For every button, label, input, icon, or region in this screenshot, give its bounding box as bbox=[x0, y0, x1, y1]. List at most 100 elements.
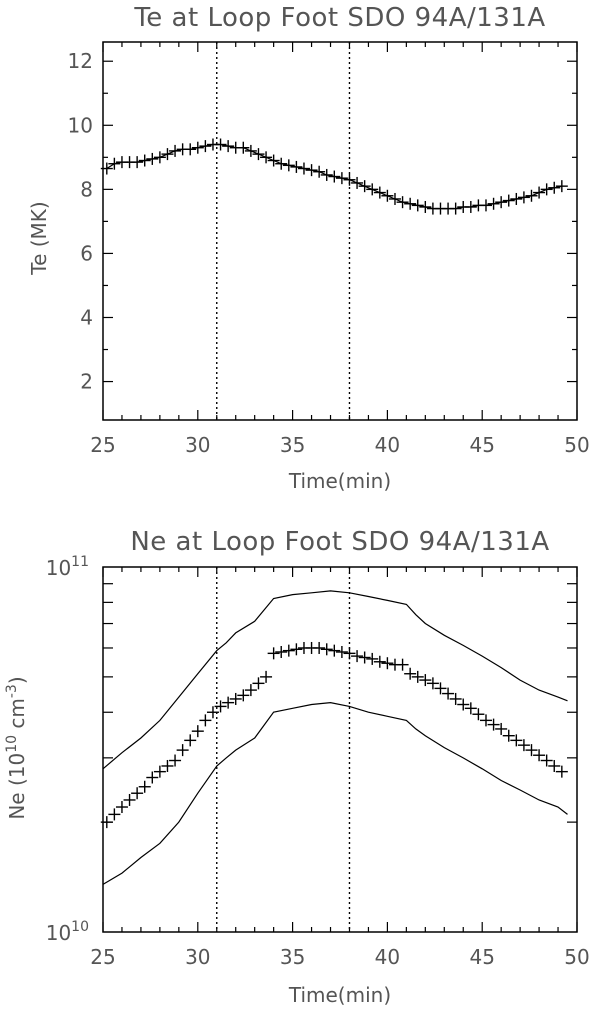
data-point-marker bbox=[419, 200, 432, 213]
data-point-marker bbox=[206, 706, 219, 719]
data-point-marker bbox=[138, 154, 151, 167]
plot-frame bbox=[102, 566, 578, 933]
data-point-marker bbox=[229, 692, 242, 705]
y-tick-label: 6 bbox=[80, 241, 93, 265]
data-point-marker bbox=[108, 808, 121, 821]
data-point-marker bbox=[487, 197, 500, 210]
reference-lines bbox=[216, 567, 351, 932]
x-tick-label: 50 bbox=[564, 433, 589, 457]
data-point-marker bbox=[176, 744, 189, 757]
data-point-marker bbox=[320, 168, 333, 181]
data-point-marker bbox=[244, 684, 257, 697]
data-point-marker bbox=[328, 170, 341, 183]
data-point-marker bbox=[146, 771, 159, 784]
reference-lines bbox=[216, 42, 351, 420]
data-point-marker bbox=[199, 140, 212, 153]
data-point-marker bbox=[502, 729, 515, 742]
y-axis-label-end: ) bbox=[5, 676, 29, 684]
data-point-marker bbox=[343, 647, 356, 660]
data-point-marker bbox=[161, 759, 174, 772]
data-point-marker bbox=[214, 700, 227, 713]
data-point-marker bbox=[411, 670, 424, 683]
data-point-marker bbox=[358, 180, 371, 193]
data-point-marker bbox=[252, 148, 265, 161]
data-point-marker bbox=[548, 181, 561, 194]
y-tick-label: 1010 bbox=[46, 919, 89, 945]
data-point-marker bbox=[464, 702, 477, 715]
data-point-marker bbox=[305, 164, 318, 177]
data-point-marker bbox=[442, 687, 455, 700]
data-point-marker bbox=[533, 186, 546, 199]
data-point-marker bbox=[290, 643, 303, 656]
data-point-marker bbox=[555, 180, 568, 193]
data-point-marker bbox=[449, 692, 462, 705]
data-point-marker bbox=[260, 670, 273, 683]
data-point-marker bbox=[351, 176, 364, 189]
data-point-marker bbox=[525, 744, 538, 757]
data-point-marker bbox=[320, 643, 333, 656]
x-axis-label: Time(min) bbox=[288, 469, 391, 493]
data-point-marker bbox=[381, 657, 394, 670]
y-axis-label-main: Ne (10 bbox=[5, 753, 29, 820]
data-point-marker bbox=[343, 173, 356, 186]
data-point-marker bbox=[275, 645, 288, 658]
data-point-marker bbox=[108, 157, 121, 170]
data-point-marker bbox=[313, 641, 326, 654]
data-point-marker bbox=[510, 192, 523, 205]
data-point-marker bbox=[479, 714, 492, 727]
x-tick-label: 45 bbox=[469, 433, 494, 457]
data-point-marker bbox=[510, 734, 523, 747]
y-tick-label: 12 bbox=[68, 49, 93, 73]
data-point-marker bbox=[169, 754, 182, 767]
data-point-marker bbox=[282, 159, 295, 172]
series-line bbox=[102, 590, 568, 770]
y-tick-label: 10 bbox=[68, 113, 93, 137]
data-point-marker bbox=[495, 722, 508, 735]
data-point-marker bbox=[267, 647, 280, 660]
data-point-marker bbox=[115, 801, 128, 814]
data-series bbox=[100, 138, 568, 215]
y-tick-label: 2 bbox=[80, 370, 93, 394]
data-point-marker bbox=[525, 189, 538, 202]
data-point-marker bbox=[396, 658, 409, 671]
data-point-marker bbox=[328, 644, 341, 657]
data-point-marker bbox=[411, 199, 424, 212]
data-point-marker bbox=[487, 718, 500, 731]
data-point-marker bbox=[199, 714, 212, 727]
data-point-marker bbox=[138, 780, 151, 793]
x-tick-label: 35 bbox=[280, 433, 305, 457]
data-point-marker bbox=[396, 196, 409, 209]
data-point-marker bbox=[358, 651, 371, 664]
x-tick-label: 30 bbox=[185, 433, 210, 457]
data-point-marker bbox=[381, 189, 394, 202]
data-point-marker bbox=[123, 793, 136, 806]
data-point-marker bbox=[335, 645, 348, 658]
data-point-marker bbox=[419, 674, 432, 687]
data-point-marker bbox=[297, 162, 310, 175]
data-point-marker bbox=[404, 197, 417, 210]
x-tick-label: 50 bbox=[564, 945, 589, 969]
data-point-marker bbox=[313, 165, 326, 178]
data-point-marker bbox=[540, 754, 553, 767]
data-point-marker bbox=[335, 172, 348, 185]
data-point-marker bbox=[457, 698, 470, 711]
data-point-marker bbox=[237, 141, 250, 154]
y-axis-label-sup: 10 bbox=[4, 735, 20, 753]
data-point-marker bbox=[131, 787, 144, 800]
data-point-marker bbox=[184, 734, 197, 747]
data-point-marker bbox=[533, 749, 546, 762]
y-axis-label: Te (MK) bbox=[27, 201, 51, 275]
data-point-marker bbox=[153, 151, 166, 164]
x-tick-label: 25 bbox=[90, 945, 115, 969]
data-point-marker bbox=[517, 191, 530, 204]
data-point-marker bbox=[434, 682, 447, 695]
x-tick-label: 40 bbox=[375, 945, 400, 969]
data-point-marker bbox=[153, 765, 166, 778]
data-point-marker bbox=[366, 183, 379, 196]
data-point-marker bbox=[388, 192, 401, 205]
tick-labels: 25 30 35 40 45 50 2 4 6 8 10 12 bbox=[68, 49, 590, 457]
data-point-marker bbox=[351, 650, 364, 663]
series-line bbox=[102, 701, 568, 885]
data-point-marker bbox=[282, 644, 295, 657]
